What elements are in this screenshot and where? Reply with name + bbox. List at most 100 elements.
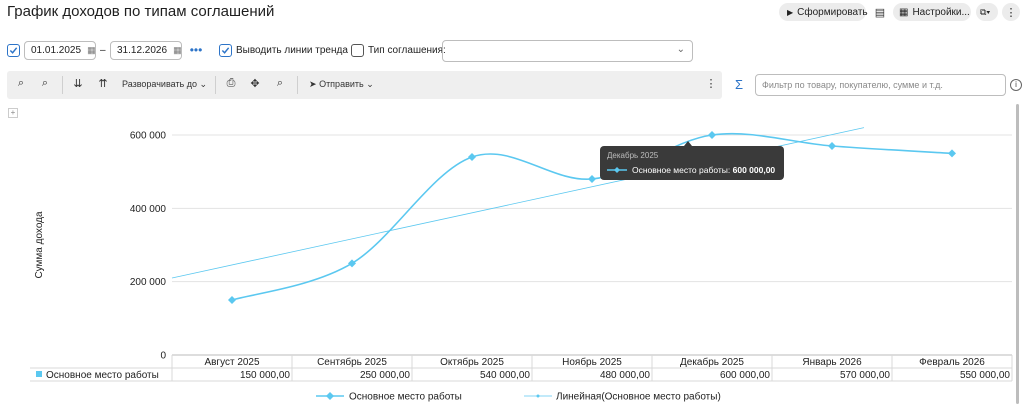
legend-trend-label[interactable]: Линейная(Основное место работы) [556,391,721,403]
sum-icon[interactable]: Σ [735,77,744,92]
calendar-icon: ▦ [87,45,96,55]
table-icon: ▤ [874,6,886,19]
date-from-field[interactable]: 01.01.2025 ▦ [24,41,96,60]
date-to-value: 31.12.2026 [117,45,168,56]
y-axis-ticks: 0 200 000 400 000 600 000 [130,131,167,362]
data-point[interactable] [708,131,716,139]
value-label: 250 000,00 [360,370,410,381]
category-label: Январь 2026 [802,357,862,368]
data-point[interactable] [348,259,356,268]
y-tick-label: 400 000 [130,204,167,215]
variants-icon: ⧉▾ [980,6,991,17]
category-label: Август 2025 [204,357,260,368]
category-label: Сентябрь 2025 [317,356,387,368]
send-icon: ➤ [309,79,317,89]
expand-to-label: Разворачивать до [122,79,198,89]
category-label: Октябрь 2025 [440,356,504,368]
data-point[interactable] [228,296,236,304]
expand-to-button[interactable]: Разворачивать до ⌄ [122,79,207,90]
y-axis-label: Сумма дохода [34,211,45,279]
series-row-label: Основное место работы [46,369,159,381]
search-clear-icon[interactable]: ⌕ [41,77,49,89]
more-horizontal-icon: ••• [189,43,203,57]
info-icon[interactable]: i [1010,79,1022,91]
tooltip-series-label: Основное место работы: 600 000,00 [632,165,775,175]
category-label: Декабрь 2025 [680,356,744,368]
toolbar-divider [215,76,216,94]
value-label: 150 000,00 [240,370,290,381]
date-separator: – [100,45,106,56]
chevron-down-icon: ⌄ [199,79,208,89]
data-point[interactable] [468,153,476,161]
more-vertical-icon: ⋮ [1005,6,1017,19]
generate-label: Сформировать [797,6,868,18]
trend-checkbox[interactable] [219,44,232,57]
agreement-type-checkbox[interactable] [351,44,364,57]
search-icon[interactable]: ⌕ [17,77,25,89]
value-label: 570 000,00 [840,370,890,381]
income-chart: 0 200 000 400 000 600 000 Сумма дохода Авгу… [30,127,1013,403]
play-icon: ▶ [787,7,794,17]
check-icon [9,47,18,54]
agreement-type-select[interactable]: ⌄ [442,40,693,62]
data-table: Август 2025 150 000,00 Сентябрь 2025 250 00… [30,355,1013,382]
data-point[interactable] [828,142,836,150]
period-checkbox[interactable] [7,44,20,57]
find-icon[interactable]: ⌕ [276,77,284,89]
series-line [228,131,956,304]
page-title: График доходов по типам соглашений [7,3,275,20]
send-button[interactable]: ➤ Отправить ⌄ [309,79,374,90]
expand-icon[interactable]: + [8,108,18,118]
move-icon[interactable]: ✥ [250,78,260,90]
variant-button[interactable]: ⧉▾ [976,3,998,21]
chart-grid [172,134,1012,356]
value-label: 600 000,00 [720,370,770,381]
search-input[interactable]: Фильтр по товару, покупателю, сумме и т.… [755,74,1006,96]
legend-series-label[interactable]: Основное место работы [349,391,462,403]
chevron-down-icon: ⌄ [676,44,685,55]
y-tick-label: 600 000 [130,131,167,142]
more-menu-button[interactable]: ⋮ [1002,3,1020,21]
data-point[interactable] [588,175,596,183]
chart-tooltip: Декабрь 2025 Основное место работы: 600 0… [600,141,784,180]
period-options-button[interactable]: ••• [187,41,205,59]
settings-label: Настройки... [912,6,970,18]
tooltip-value: 600 000,00 [733,165,776,175]
y-tick-label: 0 [160,351,166,362]
trend-label: Выводить линии тренда [236,45,348,56]
series-line-path [231,132,953,301]
chart-legend: Основное место работы Линейная(Основное м… [316,391,721,403]
send-label: Отправить [319,79,364,89]
data-point[interactable] [948,149,956,158]
y-tick-label: 200 000 [130,277,167,288]
series-swatch [36,371,42,377]
report-toolbar: ⌕ ⌕ ⇊ ⇈ Разворачивать до ⌄ ⎙ ✥ ⌕ ➤ Отпра… [7,71,722,99]
search-placeholder: Фильтр по товару, покупателю, сумме и т.… [762,80,943,90]
category-label: Ноябрь 2025 [562,356,622,368]
scrollbar[interactable] [1016,104,1019,404]
agreement-type-label: Тип соглашения: [368,45,446,56]
date-to-field[interactable]: 31.12.2026 ▦ [110,41,182,60]
report-view-button[interactable]: ▤ [871,3,889,21]
tooltip-arrow [684,141,692,146]
chevron-down-icon: ⌄ [366,79,374,89]
value-label: 480 000,00 [600,370,650,381]
sort-descending-icon[interactable]: ⇊ [73,78,83,90]
tooltip-title: Декабрь 2025 [607,151,659,160]
settings-button[interactable]: ▦ Настройки... [893,3,971,21]
print-icon[interactable]: ⎙ [226,77,236,89]
date-from-value: 01.01.2025 [31,45,82,56]
sort-ascending-icon[interactable]: ⇈ [98,78,108,90]
value-label: 540 000,00 [480,370,530,381]
value-label: 550 000,00 [960,370,1010,381]
category-label: Февраль 2026 [919,357,985,368]
toolbar-divider [297,76,298,94]
generate-button[interactable]: ▶ Сформировать [779,3,868,21]
legend-series-marker [326,392,334,400]
tooltip-series-marker [614,167,620,173]
toolbar-divider [62,76,63,94]
more-vertical-icon[interactable]: ⋮ [705,78,717,90]
tooltip-box [600,146,784,180]
calendar-icon: ▦ [173,45,182,55]
legend-trend-marker [536,394,540,398]
